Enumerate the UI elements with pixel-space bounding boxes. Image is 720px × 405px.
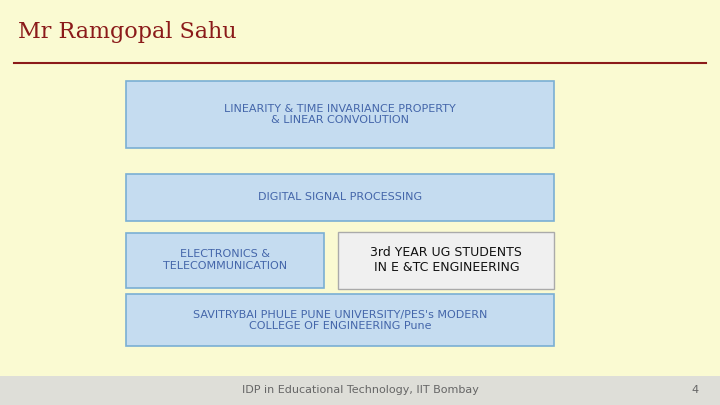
Text: 3rd YEAR UG STUDENTS
IN E &TC ENGINEERING: 3rd YEAR UG STUDENTS IN E &TC ENGINEERIN… [371,246,522,274]
Text: IDP in Educational Technology, IIT Bombay: IDP in Educational Technology, IIT Bomba… [242,386,478,395]
FancyBboxPatch shape [126,174,554,221]
FancyBboxPatch shape [126,81,554,148]
Text: DIGITAL SIGNAL PROCESSING: DIGITAL SIGNAL PROCESSING [258,192,422,202]
Text: ELECTRONICS &
TELECOMMUNICATION: ELECTRONICS & TELECOMMUNICATION [163,249,287,271]
FancyBboxPatch shape [126,294,554,346]
Text: SAVITRYBAI PHULE PUNE UNIVERSITY/PES's MODERN
COLLEGE OF ENGINEERING Pune: SAVITRYBAI PHULE PUNE UNIVERSITY/PES's M… [193,309,487,331]
FancyBboxPatch shape [126,233,324,288]
Text: 4: 4 [691,386,698,395]
Text: Mr Ramgopal Sahu: Mr Ramgopal Sahu [18,21,237,43]
Text: LINEARITY & TIME INVARIANCE PROPERTY
& LINEAR CONVOLUTION: LINEARITY & TIME INVARIANCE PROPERTY & L… [225,104,456,125]
FancyBboxPatch shape [338,232,554,289]
FancyBboxPatch shape [0,376,720,405]
